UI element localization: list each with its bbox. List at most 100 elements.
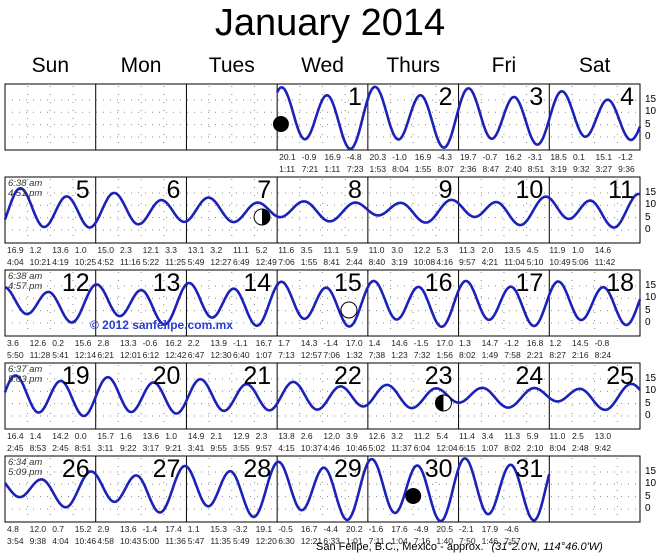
tide-height: -1.5: [413, 338, 429, 348]
tide-time: 6:30: [278, 536, 295, 546]
tide-height: 2.0: [481, 245, 494, 255]
tide-time: 2:40: [505, 164, 522, 174]
tide-height: -4.9: [413, 524, 429, 534]
day-number: 28: [243, 455, 272, 483]
tide-time: 8:24: [594, 350, 612, 360]
tide-height: 12.0: [29, 524, 47, 534]
tide-height: 16.7: [255, 338, 273, 348]
tide-height: -1.6: [368, 524, 384, 534]
tide-curve: [3, 457, 551, 523]
tide-time: 5:47: [187, 536, 205, 546]
axis-tick-label: 15: [645, 186, 657, 198]
tide-height: 5.3: [436, 245, 449, 255]
day-number: 26: [61, 455, 90, 483]
tide-height: -1.2: [618, 152, 633, 162]
tide-height: 13.6: [52, 245, 69, 255]
tide-height: -0.7: [482, 152, 498, 162]
tide-height: 14.2: [52, 431, 69, 441]
tide-height: 1.7: [278, 338, 291, 348]
tide-height: 2.2: [187, 338, 200, 348]
tide-time: 2:44: [346, 257, 363, 267]
weekday-wed: Wed: [301, 54, 344, 77]
week-row-frame: [4, 362, 641, 430]
tide-time: 4:16: [436, 257, 453, 267]
tide-time: 3:19: [391, 257, 408, 267]
day-number: 20: [152, 362, 181, 390]
tide-time: 12:49: [255, 257, 277, 267]
tide-time: 9:22: [120, 443, 137, 453]
day-number: 3: [529, 83, 544, 111]
sunset-time: 4:51 pm: [8, 188, 43, 199]
tide-height: -2.1: [459, 524, 474, 534]
sunrise-time: 6:38 am: [8, 178, 43, 189]
tide-height: 3.4: [481, 431, 494, 441]
tide-height: 5.9: [346, 245, 358, 255]
axis-tick-label: 10: [645, 292, 657, 304]
tide-height: 16.9: [414, 152, 432, 162]
axis-tick-label: 0: [645, 317, 651, 328]
tide-curve: [3, 187, 641, 229]
tide-time: 3:55: [233, 443, 250, 453]
weekday-sun: Sun: [31, 54, 70, 77]
tide-time: 11:25: [165, 257, 186, 267]
tide-time: 1:04: [391, 536, 408, 546]
tide-time: 1:11: [279, 164, 296, 174]
tide-time: 5:41: [52, 350, 69, 360]
tide-time: 12:21: [300, 536, 323, 546]
tide-height: 13.9: [210, 338, 227, 348]
day-number: 30: [424, 455, 453, 483]
week-row-frame: [4, 176, 641, 244]
tide-height: 2.9: [97, 524, 110, 534]
tide-time: 11:37: [391, 443, 412, 453]
tide-height: 5.9: [526, 431, 539, 441]
tide-time: 4:52: [97, 257, 114, 267]
tide-height: 20.2: [346, 524, 363, 534]
tide-height: 13.3: [120, 338, 137, 348]
moon-disc: [405, 488, 422, 504]
tide-height: -4.8: [346, 152, 362, 162]
tide-time: 7:32: [413, 350, 431, 360]
tide-time: 10:08: [413, 257, 436, 267]
last-quarter-icon: [434, 394, 452, 412]
tide-time: 4:19: [52, 257, 69, 267]
tide-time: 5:22: [142, 257, 160, 267]
tide-time: 3:19: [550, 164, 567, 174]
tide-height: 11.2: [413, 431, 430, 441]
tide-height: 1.4: [368, 338, 381, 348]
tide-height: 11.9: [549, 245, 566, 255]
day-number: 23: [424, 362, 453, 390]
tide-time: 9:38: [29, 536, 47, 546]
location: San Felipe, B.C., Mexico - approx.: [316, 541, 484, 553]
axis-tick-label: 15: [645, 279, 657, 291]
day-number: 2: [438, 83, 453, 111]
tide-time: 1:11: [324, 164, 341, 174]
day-number: 5: [75, 176, 90, 204]
tide-time: 10:46: [74, 536, 97, 546]
tide-height: -4.6: [504, 524, 519, 534]
tide-time: 7:23: [346, 164, 364, 174]
day-number: 25: [606, 362, 634, 390]
tide-time: 2:45: [52, 443, 69, 453]
axis-tick-label: 10: [645, 199, 657, 211]
tide-time: 8:53: [29, 443, 47, 453]
tide-height: 11.3: [459, 245, 475, 255]
tide-height: 11.0: [368, 245, 385, 255]
axis-tick-label: 10: [645, 478, 657, 490]
tide-time: 8:02: [504, 443, 521, 453]
tide-time: 8:41: [323, 257, 340, 267]
copyright: © 2012 sanfelipe.com.mx: [90, 318, 233, 332]
tide-height: 3.2: [210, 245, 223, 255]
axis-tick-label: 5: [645, 118, 651, 130]
moon-disc: [340, 301, 358, 319]
sunrise-sunset: 6:37 am 5:03 pm: [8, 365, 42, 385]
tide-height: -0.8: [594, 338, 610, 348]
tide-height: 17.9: [481, 524, 499, 534]
day-number: 16: [424, 269, 453, 297]
tide-height: 2.1: [210, 431, 223, 441]
week-row-frame: [4, 83, 641, 151]
tide-time: 7:13: [278, 350, 295, 360]
tide-time: 1:55: [414, 164, 432, 174]
day-number: 8: [347, 176, 362, 204]
tide-height: -4.3: [437, 152, 452, 162]
tide-time: 8:02: [459, 350, 476, 360]
